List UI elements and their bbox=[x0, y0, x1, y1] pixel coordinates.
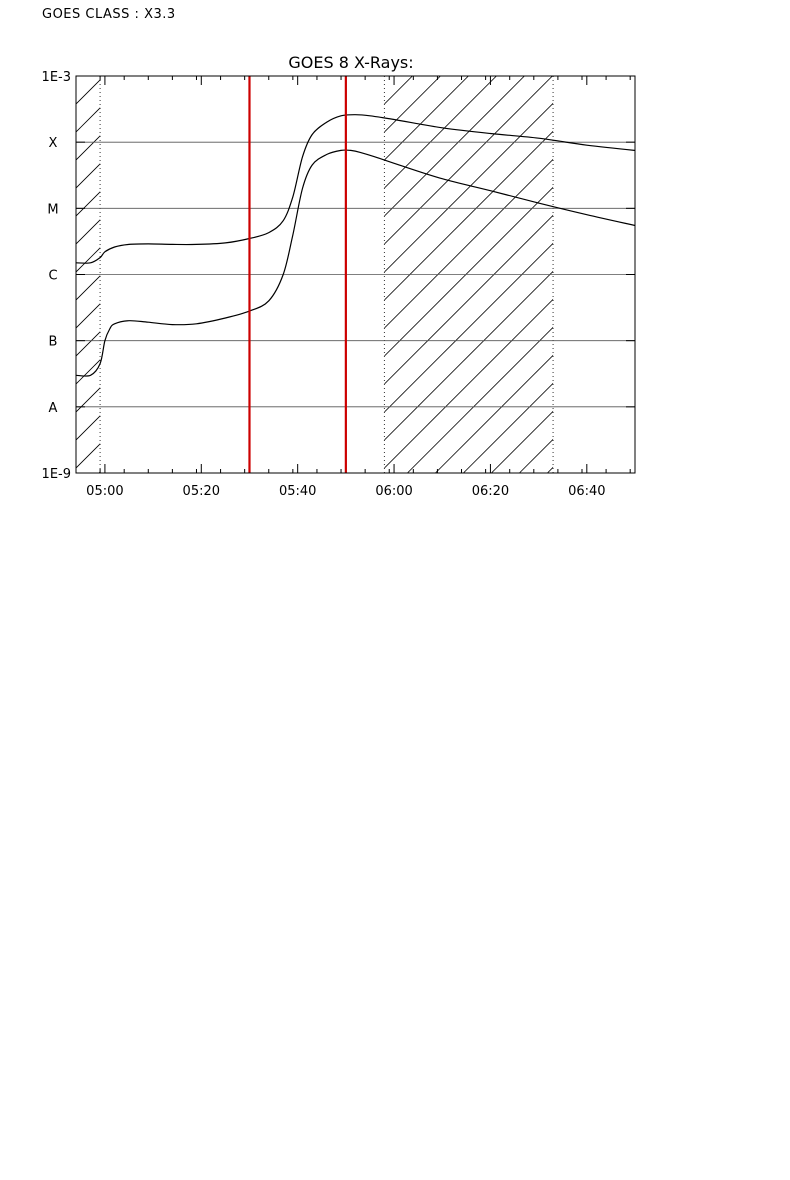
y-axis: 1E-9 A B C M X 1E-3 bbox=[42, 70, 635, 482]
series-line-2 bbox=[76, 149, 635, 377]
y-tick-label: 1E-3 bbox=[42, 70, 71, 85]
gridlines bbox=[76, 141, 635, 408]
y-tick-label: 1E-9 bbox=[42, 467, 71, 482]
series-lines bbox=[76, 114, 635, 377]
x-axis: 05:00 05:20 05:40 06:00 06:20 06:40 bbox=[75, 76, 631, 499]
x-tick-label: 06:00 bbox=[375, 484, 412, 499]
y-tick-label: B bbox=[49, 335, 58, 350]
x-tick-label: 06:20 bbox=[472, 484, 509, 499]
hatch-line bbox=[76, 76, 77, 77]
y-tick-label: A bbox=[49, 401, 58, 416]
hatch-line bbox=[0, 76, 48, 473]
goes-class-label: GOES CLASS : X3.3 bbox=[42, 7, 176, 22]
chart-title: GOES 8 X-Rays: bbox=[288, 53, 413, 72]
x-tick-label: 05:40 bbox=[279, 484, 316, 499]
x-tick-label: 05:20 bbox=[183, 484, 220, 499]
y-tick-label: M bbox=[47, 202, 58, 217]
y-tick-label: C bbox=[48, 269, 57, 284]
x-tick-label: 06:40 bbox=[568, 484, 605, 499]
series-line-1 bbox=[76, 114, 635, 264]
y-tick-label: X bbox=[49, 136, 58, 151]
marker-lines bbox=[248, 76, 347, 473]
x-tick-label: 05:00 bbox=[86, 484, 123, 499]
